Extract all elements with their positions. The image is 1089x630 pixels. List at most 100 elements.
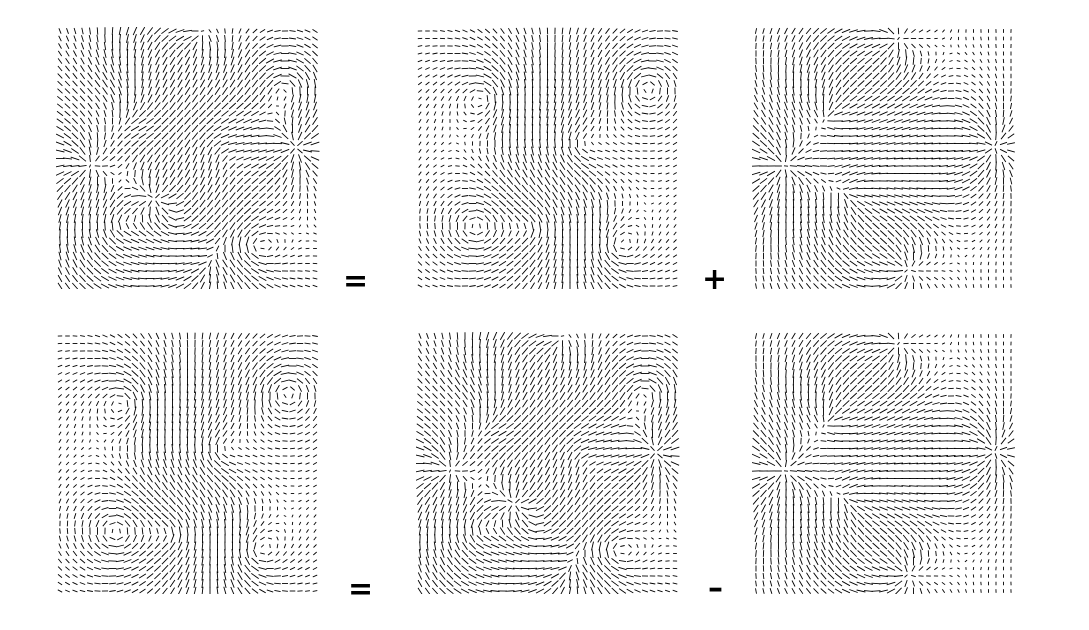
vector-arrow (199, 482, 206, 490)
vector-arrow (468, 59, 477, 63)
vector-arrow (102, 191, 108, 201)
vector-arrow (820, 49, 827, 58)
vector-arrow (969, 134, 978, 138)
vector-arrow (131, 362, 139, 370)
vector-arrow (425, 156, 430, 161)
vector-arrow (500, 108, 505, 119)
vector-arrow (250, 134, 260, 138)
vector-arrow (417, 67, 423, 70)
vector-arrow (553, 124, 557, 133)
vector-arrow (169, 579, 176, 588)
vector-arrow (89, 27, 91, 35)
vector-arrow (871, 111, 881, 116)
vector-arrow (62, 157, 73, 160)
vector-arrow (762, 79, 765, 88)
vector-arrow (267, 551, 273, 556)
vector-arrow (597, 184, 603, 193)
vector-arrow (267, 423, 273, 429)
vector-arrow (664, 37, 671, 40)
vector-arrow (604, 259, 611, 268)
vector-arrow (531, 34, 534, 43)
vector-arrow (222, 184, 228, 193)
vector-arrow (806, 64, 811, 73)
vector-arrow (805, 149, 812, 153)
vector-arrow (672, 72, 678, 80)
vector-arrow (198, 222, 207, 230)
vector-arrow (864, 208, 873, 214)
vector-arrow (131, 505, 139, 512)
vector-arrow (597, 149, 603, 153)
vector-arrow (806, 252, 811, 260)
vector-arrow (223, 362, 227, 370)
vector-arrow (140, 384, 145, 393)
vector-arrow (828, 180, 834, 182)
vector-arrow (871, 95, 881, 102)
vector-arrow (949, 246, 953, 251)
vector-arrow (994, 66, 998, 71)
vector-arrow (305, 551, 310, 556)
vector-arrow (994, 73, 998, 79)
vector-arrow (916, 194, 926, 198)
vector-arrow (478, 155, 482, 162)
vector-arrow (274, 126, 281, 131)
vector-arrow (265, 156, 275, 161)
vector-arrow (478, 148, 482, 154)
vector-arrow (813, 267, 819, 275)
vector-arrow (605, 185, 610, 192)
vector-arrow (942, 29, 945, 33)
vector-arrow (208, 41, 212, 51)
vector-arrow (102, 393, 108, 399)
vector-arrow (57, 50, 63, 57)
vector-arrow (250, 126, 260, 131)
vector-arrow (957, 276, 960, 281)
vector-arrow (303, 149, 312, 153)
vector-arrow (843, 193, 849, 199)
vector-arrow (252, 369, 258, 378)
vector-arrow (111, 221, 114, 231)
vector-arrow (894, 215, 903, 222)
vector-arrow (841, 275, 851, 282)
vector-arrow (621, 86, 624, 96)
vector-arrow (201, 354, 204, 363)
vector-arrow (463, 149, 467, 153)
vector-arrow (183, 207, 192, 215)
vector-arrow (499, 57, 506, 65)
vector-arrow (417, 52, 423, 55)
vector-arrow (116, 207, 124, 215)
vector-arrow (169, 161, 176, 171)
vector-arrow (148, 64, 152, 73)
vector-arrow (95, 534, 100, 543)
vector-arrow (483, 185, 492, 192)
vector-arrow (979, 239, 983, 243)
vector-arrow (252, 35, 258, 42)
vector-arrow (956, 60, 961, 62)
vector-arrow (215, 266, 220, 276)
vector-arrow (492, 229, 498, 238)
vector-arrow (161, 139, 169, 148)
vector-arrow (132, 109, 138, 118)
vector-arrow (305, 454, 310, 458)
vector-arrow (81, 431, 84, 436)
vector-arrow (57, 73, 63, 79)
vector-arrow (987, 254, 990, 258)
vector-arrow (468, 247, 477, 250)
vector-arrow (784, 27, 788, 35)
vector-arrow (58, 431, 62, 436)
vector-arrow (147, 34, 153, 43)
vector-arrow (539, 93, 541, 104)
vector-arrow (185, 586, 190, 594)
vector-arrow (231, 438, 234, 444)
vector-arrow (456, 134, 459, 138)
vector-arrow (879, 119, 888, 123)
vector-arrow (186, 414, 189, 423)
vector-arrow (168, 269, 177, 273)
vector-arrow (904, 56, 908, 66)
vector-arrow (56, 103, 64, 109)
vector-arrow (73, 244, 77, 253)
vector-arrow (109, 484, 116, 488)
vector-arrow (955, 82, 962, 85)
vector-arrow (894, 187, 903, 190)
vector-arrow (153, 230, 162, 237)
vector-arrow (266, 333, 274, 339)
vector-arrow (418, 134, 422, 138)
